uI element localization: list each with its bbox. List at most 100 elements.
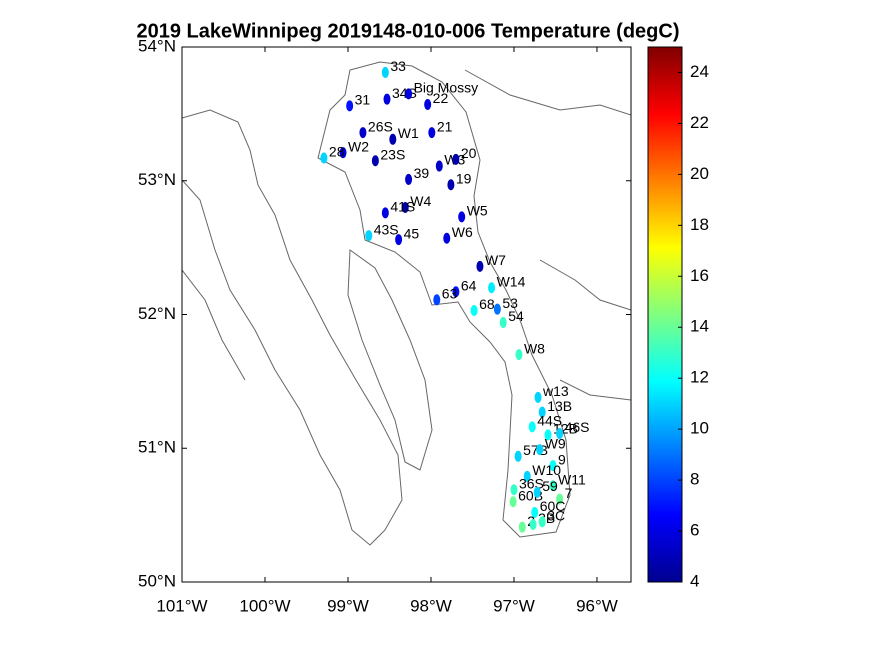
station-marker (320, 152, 328, 164)
station-label: 3C (547, 508, 565, 524)
station-marker (488, 282, 496, 294)
y-tick-label: 52°N (138, 304, 176, 323)
station-marker (401, 202, 409, 213)
station-label: 19 (456, 170, 472, 186)
station-label: 64 (461, 277, 477, 293)
station-label: 54 (508, 308, 524, 324)
station-label: 23S (380, 146, 405, 162)
station-label: 9 (558, 451, 566, 467)
y-tick-label: 50°N (138, 571, 176, 590)
station-label: 26S (368, 118, 393, 134)
station-marker (433, 294, 441, 306)
station-marker (428, 127, 436, 139)
station-label: W5 (467, 203, 488, 219)
station-marker (447, 179, 455, 191)
station-marker (549, 460, 557, 472)
station-marker (395, 234, 403, 246)
station-marker (383, 93, 391, 105)
colorbar (647, 46, 683, 583)
station-marker (528, 421, 536, 433)
station-marker (346, 100, 354, 112)
station-marker (531, 506, 539, 518)
station-marker (452, 286, 460, 298)
x-tick-label: 97°W (493, 596, 535, 615)
colorbar-tick-label: 18 (690, 215, 709, 234)
station-marker (339, 147, 347, 159)
station-marker (538, 406, 546, 418)
station-label: 53 (502, 295, 518, 311)
station-label: W14 (497, 273, 526, 289)
x-tick-label: 101°W (156, 596, 207, 615)
station-label: 60C (540, 498, 566, 514)
station-label: 68 (479, 296, 495, 312)
station-marker (510, 484, 518, 496)
station-marker (381, 66, 389, 78)
station-marker (443, 232, 451, 244)
station-label: 33 (390, 58, 406, 74)
station-label: 46S (565, 419, 590, 435)
station-marker (435, 160, 443, 172)
station-label: W2 (348, 138, 369, 154)
station-label: W11 (558, 471, 586, 487)
station-marker (458, 211, 466, 223)
station-marker (536, 444, 544, 456)
station-marker (365, 230, 373, 242)
station-marker (509, 496, 517, 508)
station-label: W6 (452, 224, 473, 240)
x-tick-label: 98°W (410, 596, 452, 615)
station-label: 20 (461, 145, 477, 161)
station-marker (533, 486, 541, 498)
station-marker (470, 304, 478, 316)
station-label: 39 (414, 165, 430, 181)
station-marker (371, 155, 379, 167)
colorbar-tick-label: 14 (690, 317, 709, 336)
station-label: W1 (398, 125, 419, 141)
colorbar-tick-label: 24 (690, 62, 709, 81)
station-label: 63 (442, 285, 458, 301)
station-marker (389, 133, 397, 145)
station-label: W7 (485, 252, 506, 268)
colorbar-tick-label: 16 (690, 266, 709, 285)
x-tick-label: 96°W (576, 596, 618, 615)
station-marker (381, 207, 389, 219)
station-label: 43S (374, 221, 399, 237)
chart-title: 2019 LakeWinnipeg 2019148-010-006 Temper… (136, 20, 679, 42)
colorbar-tick-label: 10 (690, 419, 709, 438)
station-marker (493, 303, 501, 315)
station-marker (549, 480, 557, 492)
station-label: W9 (545, 435, 566, 451)
y-tick-label: 51°N (138, 438, 176, 457)
station-label: W4 (410, 193, 431, 209)
station-marker (405, 88, 413, 100)
colorbar-tick-label: 4 (690, 571, 699, 590)
station-label: 22 (433, 90, 449, 106)
station-label: 59 (542, 478, 558, 494)
station-marker (476, 260, 484, 272)
colorbar-tick-label: 12 (690, 368, 709, 387)
station-marker (523, 470, 531, 482)
colorbar-tick-label: 8 (690, 470, 699, 489)
station-label: 41S (390, 199, 415, 215)
x-tick-label: 99°W (327, 596, 369, 615)
station-marker (529, 518, 537, 530)
station-label: 13B (547, 398, 572, 414)
station-marker (452, 153, 460, 165)
station-label: w13 (542, 383, 569, 399)
station-label: 44S (537, 413, 562, 429)
y-tick-label: 54°N (138, 36, 176, 55)
station-label: 21 (437, 118, 453, 134)
y-tick-label: 53°N (138, 170, 176, 189)
station-marker (405, 173, 413, 185)
station-marker (556, 428, 564, 440)
station-marker (514, 450, 522, 462)
colorbar-tick-label: 6 (690, 521, 699, 540)
station-label: 7 (565, 485, 573, 501)
station-marker (515, 349, 523, 361)
colorbar-tick-label: 22 (690, 113, 709, 132)
station-marker (538, 516, 546, 528)
station-label: Big Mossy (414, 80, 479, 96)
station-marker (424, 99, 432, 111)
station-label: 45 (404, 225, 420, 241)
station-marker (499, 317, 507, 329)
